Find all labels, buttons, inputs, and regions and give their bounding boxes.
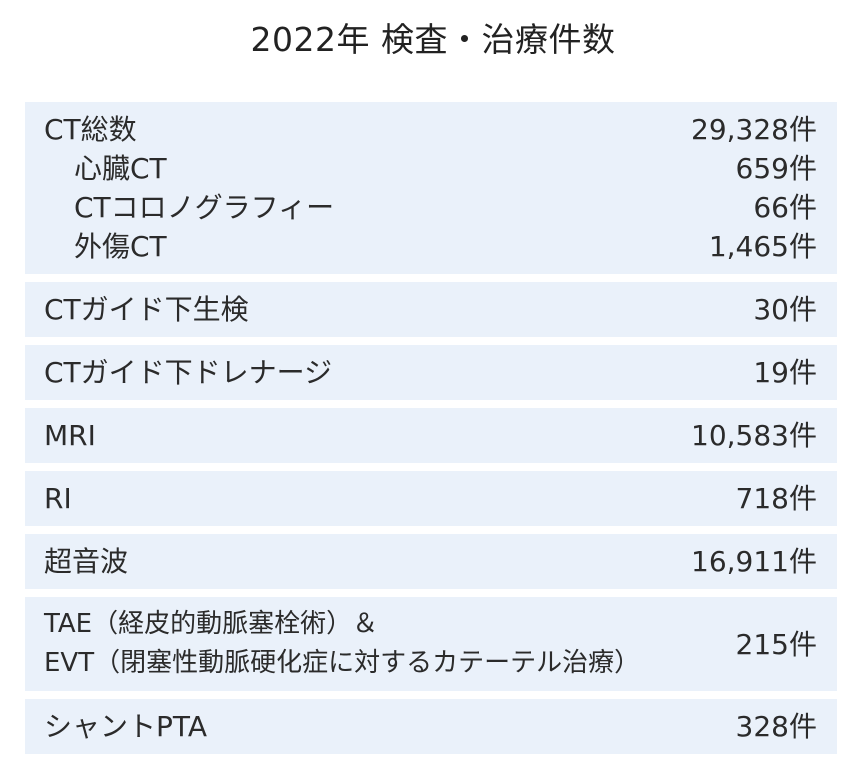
table-row-ultrasound: 超音波 16,911件 xyxy=(25,534,837,589)
row-label: CTガイド下生検 xyxy=(44,293,249,326)
ct-group: CT総数 29,328件 心臓CT 659件 CTコロノグラフィー 66件 外傷… xyxy=(25,102,837,274)
table-row-ct-drainage: CTガイド下ドレナージ 19件 xyxy=(25,345,837,400)
stats-table: CT総数 29,328件 心臓CT 659件 CTコロノグラフィー 66件 外傷… xyxy=(25,102,837,762)
row-value: 10,583件 xyxy=(691,419,817,452)
page-title: 2022年 検査・治療件数 xyxy=(250,20,616,59)
row-label-line2: EVT（閉塞性動脈硬化症に対するカテーテル治療） xyxy=(44,648,641,678)
row-label: RI xyxy=(44,482,72,515)
row-label: CTコロノグラフィー xyxy=(74,191,335,224)
table-row-ri: RI 718件 xyxy=(25,471,837,526)
row-label: シャントPTA xyxy=(44,710,207,743)
table-row-ct-biopsy: CTガイド下生検 30件 xyxy=(25,282,837,337)
row-value: 30件 xyxy=(753,293,817,326)
row-value: 328件 xyxy=(735,710,817,743)
row-label: MRI xyxy=(44,419,96,452)
row-value: 19件 xyxy=(753,356,817,389)
row-label: 外傷CT xyxy=(74,230,167,263)
table-row-ct-total: CT総数 29,328件 xyxy=(44,110,817,149)
row-value: 16,911件 xyxy=(691,545,817,578)
row-value: 66件 xyxy=(753,191,817,224)
table-row-tae-evt: TAE（経皮的動脈塞栓術）＆ EVT（閉塞性動脈硬化症に対するカテーテル治療） … xyxy=(25,597,837,691)
table-row-shunt-pta: シャントPTA 328件 xyxy=(25,699,837,754)
table-row-ct-cardiac: 心臓CT 659件 xyxy=(44,149,817,188)
row-label: CT総数 xyxy=(44,113,137,146)
row-value: 215件 xyxy=(735,627,817,661)
row-value: 1,465件 xyxy=(708,230,817,263)
row-label: TAE（経皮的動脈塞栓術）＆ EVT（閉塞性動脈硬化症に対するカテーテル治療） xyxy=(44,605,640,683)
row-value: 659件 xyxy=(735,152,817,185)
row-value: 29,328件 xyxy=(691,113,817,146)
table-row-mri: MRI 10,583件 xyxy=(25,408,837,463)
row-label: 心臓CT xyxy=(74,152,167,185)
table-row-ct-colonography: CTコロノグラフィー 66件 xyxy=(44,188,817,227)
row-label: CTガイド下ドレナージ xyxy=(44,356,333,389)
row-value: 718件 xyxy=(735,482,817,515)
row-label-line1: TAE（経皮的動脈塞栓術）＆ xyxy=(44,609,379,639)
table-row-ct-trauma: 外傷CT 1,465件 xyxy=(44,227,817,266)
row-label: 超音波 xyxy=(44,545,129,578)
